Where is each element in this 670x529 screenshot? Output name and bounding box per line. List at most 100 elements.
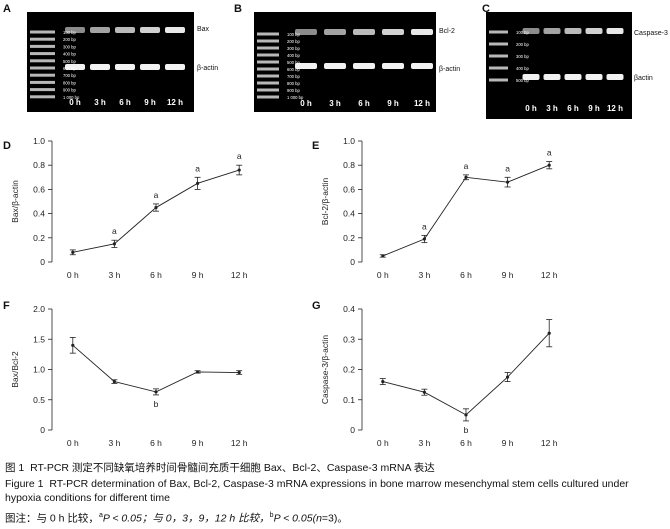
significance-label: a (505, 163, 510, 173)
gel-band (411, 29, 433, 35)
marker-band (30, 37, 55, 41)
band-label-beta-actin-a: β-actin (197, 65, 219, 72)
marker-label: 600 bp (287, 67, 300, 72)
lane-label: 9 h (144, 98, 156, 107)
series-line (72, 344, 240, 393)
marker-band (489, 54, 508, 58)
marker-label: 1 000 bp (287, 95, 304, 100)
x-tick-label: 9 h (192, 438, 204, 448)
gel-band (324, 63, 346, 69)
marker-band (257, 53, 279, 57)
x-tick-label: 3 h (108, 438, 120, 448)
chart-bcl2-beta-actin: 0 0.2 0.4 0.6 0.8 1.0 Bcl-2/β-actin 0 h 3 h 6 h 9 … (320, 136, 558, 280)
lane-label: 9 h (387, 99, 399, 108)
y-tick-label: 0.2 (343, 233, 355, 243)
marker-band (489, 66, 508, 70)
note-part-a: 图注：与 0 h 比较， (5, 512, 99, 525)
y-tick-label: 0.4 (343, 209, 355, 219)
marker-label: 200 bp (63, 37, 76, 42)
x-tick-label: 0 h (67, 270, 79, 280)
x-tick-label: 12 h (541, 270, 558, 280)
note-sup-b: b (269, 512, 274, 519)
marker-label: 500 bp (63, 59, 76, 64)
panel-label-D: D (3, 140, 11, 152)
data-point (547, 163, 551, 167)
gel-band (165, 27, 185, 33)
marker-label: 400 bp (516, 66, 529, 71)
y-tick-label: 1.0 (33, 136, 45, 146)
data-point (506, 180, 510, 184)
panel-label-E: E (312, 140, 320, 152)
significance-label: a (422, 221, 427, 231)
lane-label: 3 h (329, 99, 341, 108)
lane-label: 6 h (567, 104, 579, 113)
caption-text-cn: RT-PCR 测定不同缺氧培养时间骨髓间充质干细胞 Bax、Bcl-2、Casp… (30, 462, 435, 474)
note-part-n: n (316, 512, 322, 525)
lane-label: 6 h (358, 99, 370, 108)
gel-image-bcl2: 100 bp 200 bp 300 bp 400 bp 500 bp 600 bp 700 … (254, 12, 436, 112)
gel-band (295, 29, 317, 35)
marker-band (30, 80, 55, 84)
lane-label: 9 h (588, 104, 600, 113)
data-point (196, 370, 200, 374)
y-tick-label: 0.4 (33, 209, 45, 219)
gel-band (564, 28, 582, 34)
marker-label: 100 bp (287, 32, 300, 37)
panel-label-A: A (3, 3, 11, 15)
marker-band (30, 73, 55, 77)
data-point (422, 237, 426, 241)
panel-label-C: C (482, 3, 490, 15)
panel-label-G: G (312, 300, 321, 312)
data-point (464, 413, 468, 417)
gel-band (65, 64, 85, 70)
x-tick-label: 6 h (460, 438, 472, 448)
gel-band (522, 28, 540, 34)
data-point (381, 254, 385, 258)
significance-label: b (154, 399, 159, 409)
band-label-caspase3: Caspase-3 (634, 30, 668, 37)
gel-band (522, 74, 540, 80)
series-line (382, 332, 550, 416)
marker-label: 700 bp (287, 74, 300, 79)
y-axis-label: Bax/β-actin (10, 180, 20, 223)
x-tick-label: 6 h (460, 270, 472, 280)
marker-band (30, 95, 55, 99)
gel-band (585, 28, 603, 34)
marker-label: 500 bp (287, 60, 300, 65)
significance-label: a (112, 226, 117, 236)
y-tick-label: 0.6 (33, 184, 45, 194)
gel-band (411, 63, 433, 69)
y-tick-label: 0 (40, 257, 45, 267)
marker-band (257, 32, 279, 36)
caption-text-en: RT-PCR determination of Bax, Bcl-2, Casp… (49, 478, 629, 490)
marker-band (257, 88, 279, 92)
marker-band (257, 46, 279, 50)
y-tick-label: 0 (350, 425, 355, 435)
note-sup-a: a (98, 512, 103, 519)
significance-label: a (237, 151, 242, 161)
x-tick-label: 9 h (502, 438, 514, 448)
figure-caption-en: Figure 1 RT-PCR determination of Bax, Bc… (5, 478, 629, 491)
band-label-bcl2: Bcl-2 (439, 28, 455, 35)
gel-band (606, 74, 624, 80)
marker-label: 1 000 bp (63, 95, 80, 100)
gel-band (90, 27, 110, 33)
x-tick-label: 0 h (377, 438, 389, 448)
gel-band (382, 29, 404, 35)
marker-label: 900 bp (287, 88, 300, 93)
y-tick-label: 1.0 (33, 365, 45, 375)
data-point (506, 375, 510, 379)
chart-caspase3-beta-actin: 0 0.1 0.2 0.3 0.4 Caspase-3/β-actin 0 h 3 h 6 h 9… (320, 304, 558, 448)
data-point (237, 370, 241, 375)
gel-band (140, 64, 160, 70)
x-tick-label: 0 h (377, 270, 389, 280)
marker-band (30, 59, 55, 63)
x-tick-label: 0 h (67, 438, 79, 448)
data-point (71, 343, 75, 347)
data-point (381, 380, 385, 384)
marker-label: 300 bp (63, 44, 76, 49)
